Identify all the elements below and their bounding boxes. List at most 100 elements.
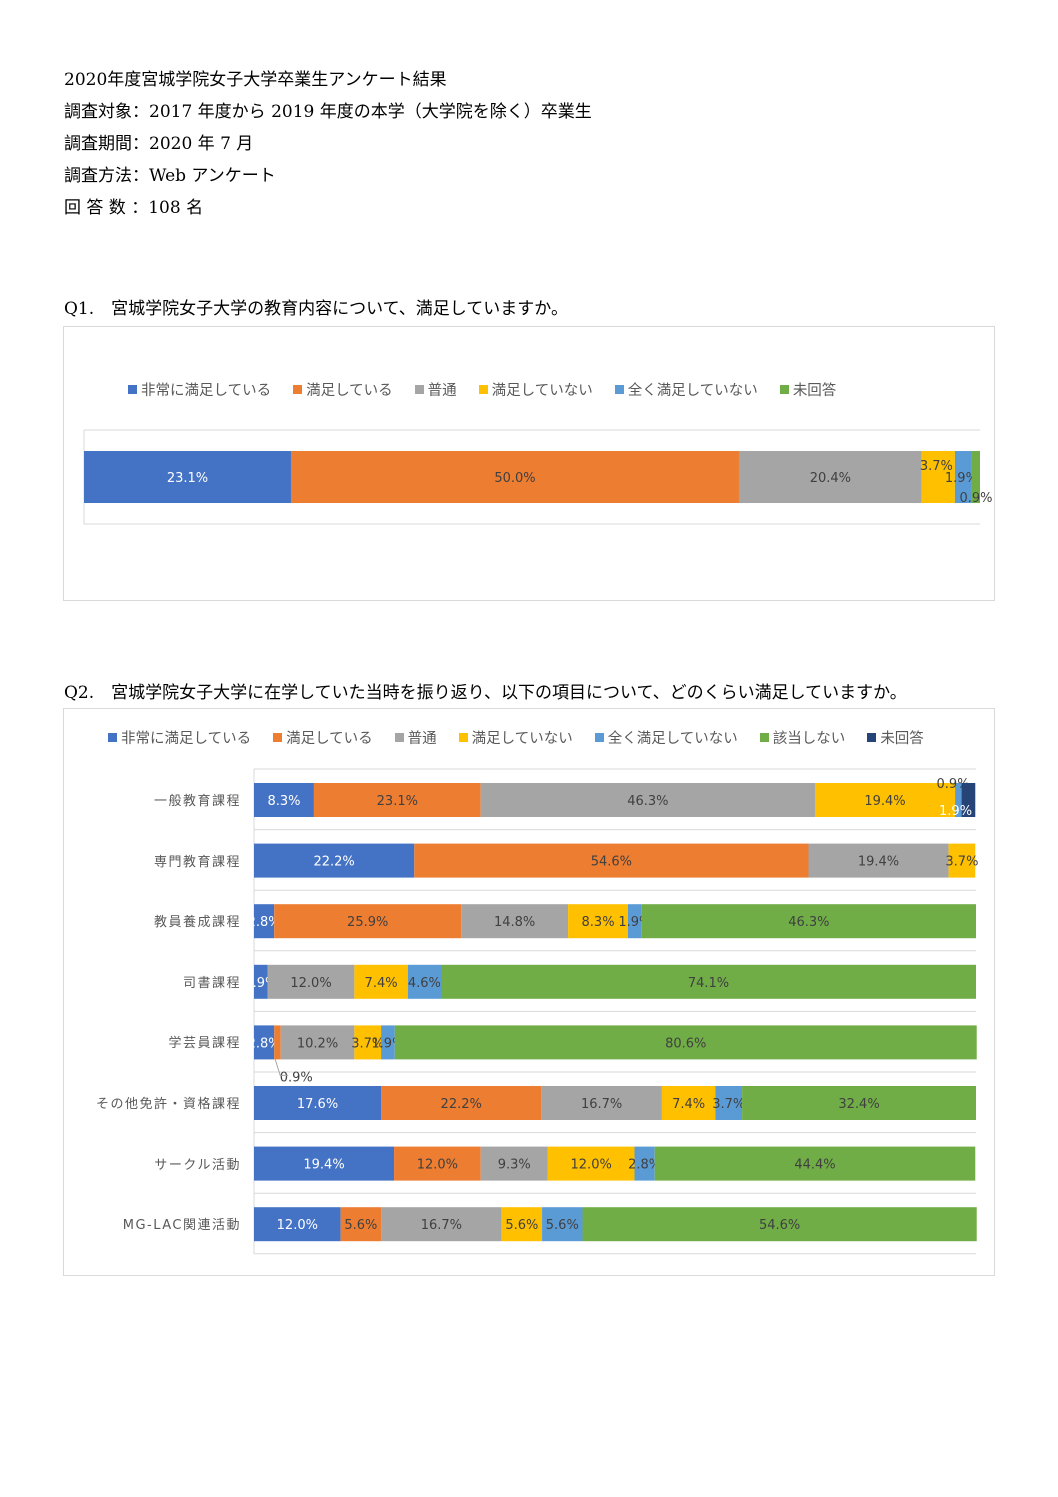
q1-bar-segment <box>954 451 972 503</box>
q2-data-label: 12.0% <box>290 976 331 991</box>
q2-legend-item: 未回答 <box>867 727 924 748</box>
q2-bar-segment <box>267 964 355 999</box>
q2-data-label: 74.1% <box>688 976 729 991</box>
q2-legend-swatch <box>273 733 283 742</box>
q2-category-label: 専門教育課程 <box>153 854 241 870</box>
q2-bar-segment <box>274 904 462 939</box>
q2-bar-segment <box>440 964 976 999</box>
q2-category-label: 教員養成課程 <box>153 915 241 931</box>
q2-bar-segment <box>814 783 956 817</box>
q2-bar-segment <box>254 783 314 817</box>
q2-leader-line <box>274 1059 289 1076</box>
q2-legend-label: 該当しない <box>772 731 846 747</box>
q1-bar-segment <box>921 451 955 503</box>
q2-bar-segment <box>254 1146 395 1181</box>
q2-bar-segment <box>808 843 949 878</box>
survey-target: 調査対象：2017 年度から 2019 年度の本学（大学院を除く）卒業生 <box>64 102 592 122</box>
q2-data-label: 3.7% <box>351 1036 384 1051</box>
q1-legend-label: 未回答 <box>792 383 837 399</box>
q1-bar-segment <box>84 451 291 503</box>
q2-bar-segment <box>414 843 809 878</box>
q1-legend-swatch <box>478 385 488 394</box>
q2-legend-swatch <box>867 733 877 742</box>
q1-legend-label: 全く満足していない <box>627 383 758 399</box>
q2-bar-segment <box>961 783 976 817</box>
q2-bar-segment <box>254 904 275 939</box>
q2-data-label: 8.3% <box>267 794 300 809</box>
q1-legend-label: 満足している <box>306 383 393 399</box>
survey-method: 調査方法：Web アンケート <box>64 166 276 186</box>
q2-legend-label: 全く満足していない <box>607 731 738 747</box>
q2-bar-segment <box>501 1207 543 1242</box>
q2-bar-segment <box>274 1025 281 1060</box>
q2-data-label: 19.4% <box>303 1158 344 1173</box>
q2-bar-segment <box>654 1146 976 1181</box>
q2-bar-segment <box>480 1146 548 1181</box>
q2-data-label: 19.4% <box>864 794 905 809</box>
q1-data-label: 3.7% <box>920 459 953 474</box>
q1-legend-item: 未回答 <box>779 379 837 400</box>
q2-data-label: 23.1% <box>377 794 418 809</box>
q2-category-label: 学芸員課程 <box>168 1036 241 1052</box>
q2-chart-frame: 非常に満足している 満足している 普通 満足していない 全く満足していない 該当しない 未回… <box>63 708 995 1276</box>
survey-period: 調査期間：2020 年 7 月 <box>64 134 254 154</box>
q2-bar-segment <box>547 1146 635 1181</box>
q2-title: Q2. 宮城学院女子大学に在学していた当時を振り返り、以下の項目について、どのく… <box>64 683 907 703</box>
q2-bar-segment <box>394 1025 977 1060</box>
q2-bar-segment <box>381 1207 502 1242</box>
q2-bar-segment <box>582 1207 977 1242</box>
q1-legend-swatch <box>293 385 303 394</box>
q2-legend-swatch <box>759 733 769 742</box>
q2-data-label: 19.4% <box>858 855 899 870</box>
q2-data-label: 25.9% <box>347 915 388 930</box>
q2-category-label: MG-LAC関連活動 <box>122 1218 241 1234</box>
q2-legend-label: 未回答 <box>880 731 924 747</box>
q2-data-label: 10.2% <box>297 1036 338 1051</box>
q1-legend-swatch <box>128 385 137 394</box>
q2-legend-label: 満足していない <box>471 731 573 747</box>
q1-data-label: 50.0% <box>494 471 535 486</box>
q2-data-label: 5.6% <box>344 1218 377 1233</box>
q2-bar-segment <box>461 904 569 939</box>
q2-bar-segment <box>381 1025 395 1060</box>
q1-legend-swatch <box>614 385 624 394</box>
q2-category-label: その他免許・資格課程 <box>95 1097 241 1112</box>
q2-legend-label: 満足している <box>286 731 373 747</box>
q2-data-label: 0.9% <box>937 777 970 792</box>
q2-bar-segment <box>634 1146 655 1181</box>
q2-bar-segment <box>480 783 815 817</box>
q2-data-label: 3.7% <box>712 1097 745 1112</box>
q2-legend-swatch <box>458 733 468 742</box>
q2-chart: 8.3% 23.1% 46.3% 19.4% 0.9% 1.9% 22.2% 54.6% 19.… <box>244 768 978 1255</box>
q2-data-label: 16.7% <box>581 1097 622 1112</box>
q2-data-label: 7.4% <box>365 976 398 991</box>
q1-data-label: 0.9% <box>959 491 992 506</box>
q2-data-label: 44.4% <box>794 1158 835 1173</box>
q1-data-label: 23.1% <box>167 471 208 486</box>
q2-data-label: 46.3% <box>788 915 829 930</box>
q1-legend-label: 普通 <box>427 383 457 399</box>
q2-legend: 非常に満足している 満足している 普通 満足していない 全く満足していない 該当しない 未回… <box>108 727 946 748</box>
q2-bar-segment <box>381 1086 542 1120</box>
q2-data-label: 4.6% <box>408 976 441 991</box>
q1-legend-item: 満足していない <box>478 379 593 400</box>
q2-category-label: 司書課程 <box>182 975 241 991</box>
q2-data-label: 3.7% <box>945 855 978 870</box>
q2-bar-segment <box>354 1025 382 1060</box>
q2-legend-swatch <box>394 733 404 742</box>
q1-chart: 23.1% 50.0% 20.4% 3.7%1.9% 0.9% <box>83 429 992 525</box>
q2-data-label: 12.0% <box>571 1158 612 1173</box>
q2-data-label: 2.8% <box>628 1158 661 1173</box>
q1-legend-label: 満足していない <box>491 383 593 399</box>
q2-data-label: 32.4% <box>838 1097 879 1112</box>
q2-bar-segment <box>340 1207 382 1242</box>
q1-legend-item: 満足している <box>293 379 393 400</box>
q2-category-label: 一般教育課程 <box>153 794 241 809</box>
q2-data-label: 14.8% <box>494 915 535 930</box>
q1-bar-segment <box>290 451 739 503</box>
q2-bar-segment <box>955 783 962 817</box>
q2-data-label: 17.6% <box>297 1097 338 1112</box>
q2-bar-segment <box>407 964 441 999</box>
q2-data-label: 7.4% <box>672 1097 705 1112</box>
q1-legend-label: 非常に満足している <box>141 383 272 399</box>
